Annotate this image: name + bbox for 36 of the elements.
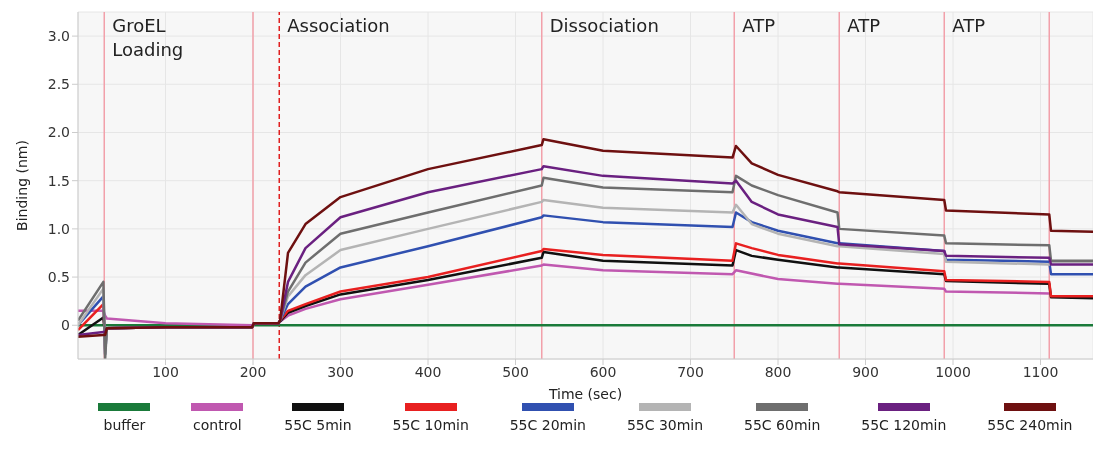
x-tick-label: 800 — [764, 363, 792, 380]
y-tick-label: 1.5 — [47, 172, 70, 189]
x-tick-label: 100 — [152, 363, 179, 380]
legend-label: control — [193, 417, 242, 433]
line-series — [78, 263, 1051, 327]
x-tick-label: 200 — [239, 363, 267, 380]
x-tick-label: 600 — [589, 363, 617, 380]
legend-label: 55C 10min — [392, 417, 469, 433]
x-tick-label: 1000 — [935, 363, 971, 380]
x-tick-label: 300 — [327, 363, 354, 380]
legend-label: 55C 5min — [284, 417, 352, 433]
legend-label: 55C 240min — [987, 417, 1073, 433]
ref-line-label: ATP — [847, 15, 881, 36]
y-tick-label: 2.5 — [47, 76, 70, 93]
y-tick-label: 0.5 — [47, 269, 70, 286]
x-axis-title: Time (sec) — [547, 386, 623, 402]
legend-label: 55C 20min — [509, 417, 586, 433]
ref-line-label: Dissociation — [549, 15, 659, 36]
y-tick-label: 0 — [61, 317, 70, 334]
x-tick-label: 1100 — [1022, 363, 1059, 380]
ref-line-label: GroEL Loading — [112, 15, 184, 60]
legend-label: 55C 120min — [861, 417, 947, 433]
y-tick-label: 1.0 — [47, 220, 70, 237]
ref-line-label: ATP — [952, 15, 986, 36]
x-tick-label: 500 — [502, 363, 529, 380]
legend-label: 55C 30min — [626, 417, 704, 433]
y-tick-label: 3.0 — [47, 28, 70, 45]
legend-label: 55C 60min — [744, 417, 821, 433]
ref-line-label: ATP — [742, 15, 776, 36]
ref-line-label: Association — [287, 15, 390, 36]
x-tick-label: 400 — [414, 363, 442, 380]
x-tick-label: 700 — [677, 363, 704, 380]
x-tick-label: 900 — [852, 363, 879, 380]
legend-label: buffer — [103, 417, 146, 433]
y-tick-label: 2.0 — [47, 124, 70, 141]
y-axis-title: Binding (nm) — [13, 140, 30, 231]
